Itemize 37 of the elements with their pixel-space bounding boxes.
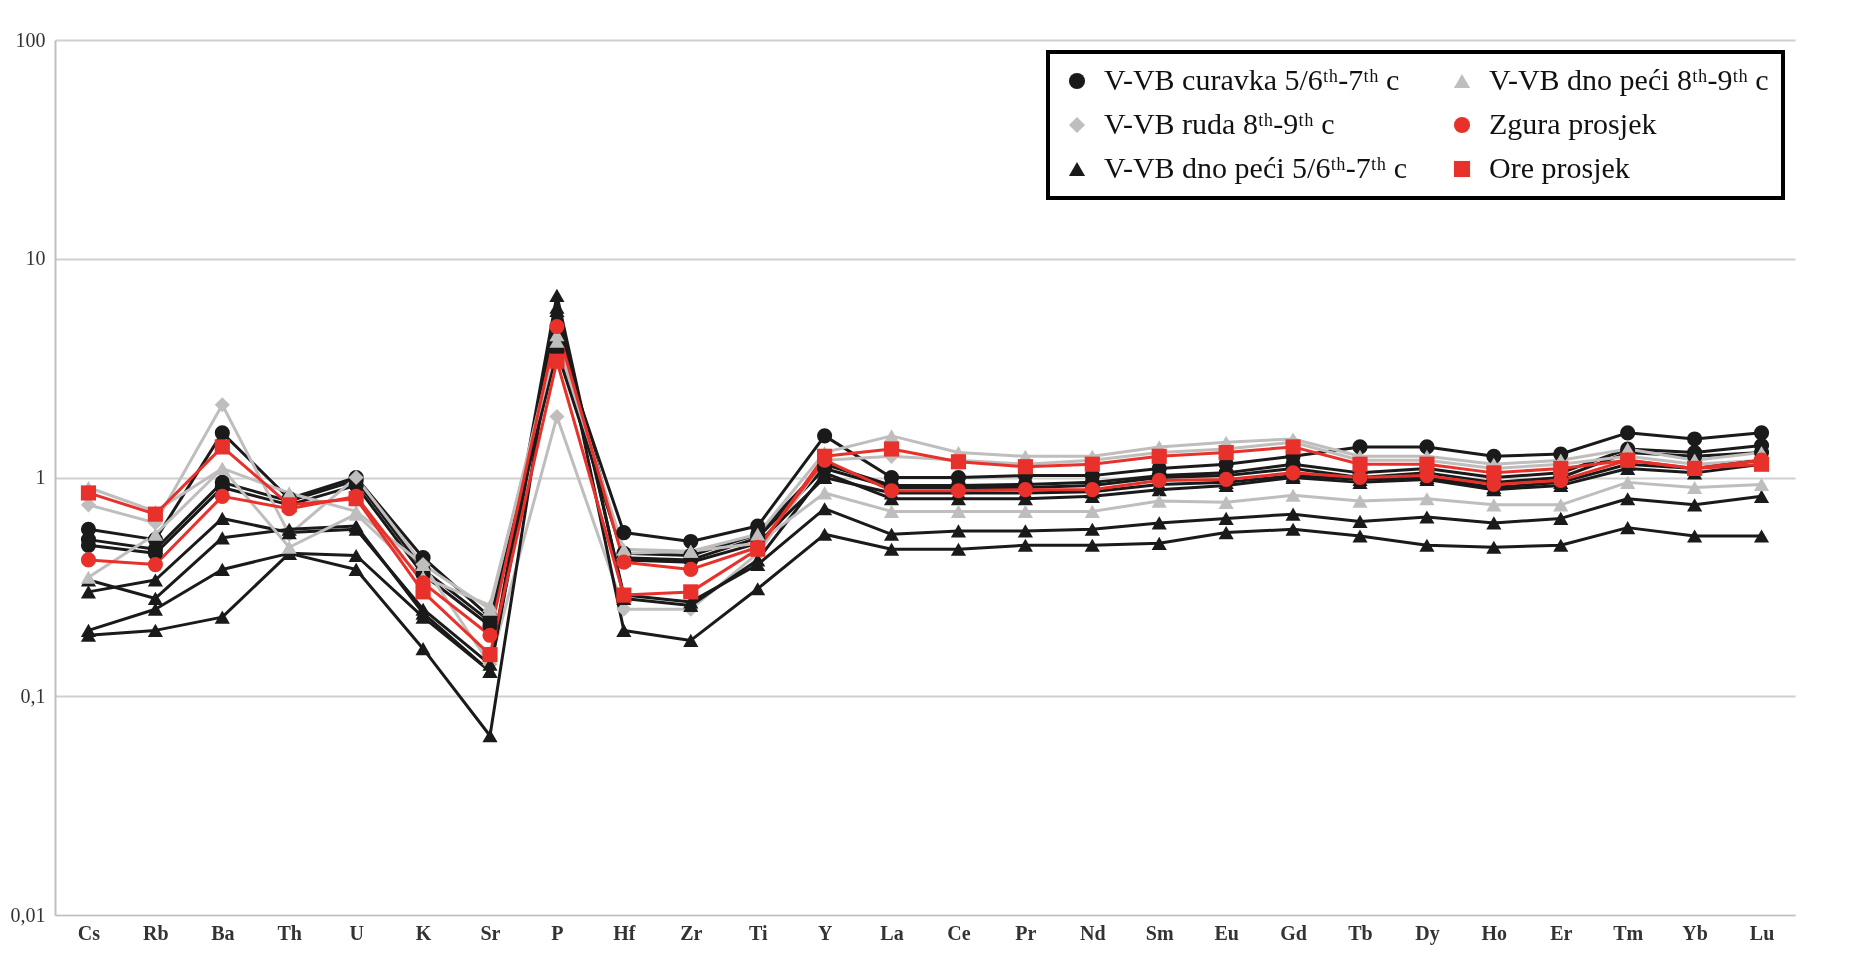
x-tick-label: Y [817,921,833,944]
x-tick-label: Nd [1080,921,1106,944]
x-tick-label: Ce [947,921,971,944]
x-tick-label: Dy [1415,921,1440,945]
legend-label: Zgura prosjek [1489,107,1657,140]
x-tick-label: Er [1550,921,1573,944]
x-tick-label: Sm [1145,921,1174,944]
x-tick-label: Eu [1214,921,1239,944]
y-tick-label: 10 [25,247,46,270]
x-tick-label: Yb [1682,921,1708,944]
x-tick-label: Th [277,921,302,944]
x-tick-label: Cs [77,921,101,944]
x-tick-label: La [880,921,904,944]
y-tick-label: 0,1 [20,684,46,707]
y-tick-label: 1 [35,466,46,488]
legend-label: V-VB dno peći 5/6ᵗʰ-7ᵗʰ c [1104,151,1407,184]
x-tick-label: Tb [1348,921,1373,944]
x-tick-label: Zr [680,921,703,944]
x-tick-label: Pr [1015,921,1037,944]
x-tick-label: Ho [1481,921,1508,944]
x-tick-label: Lu [1749,921,1775,944]
legend-label: Ore prosjek [1489,151,1630,184]
x-tick-label: Gd [1280,921,1307,944]
legend-label: V-VB dno peći 8ᵗʰ-9ᵗʰ c [1489,63,1769,96]
x-tick-label: Ba [211,921,235,944]
legend-label: V-VB ruda 8ᵗʰ-9ᵗʰ c [1104,107,1335,140]
x-tick-label: P [551,921,564,944]
x-tick-label: Ti [748,921,768,944]
x-tick-label: U [349,921,364,944]
legend-label: V-VB curavka 5/6ᵗʰ-7ᵗʰ c [1104,63,1400,96]
y-tick-label: 100 [15,28,46,51]
y-tick-label: 0,01 [10,903,46,926]
x-tick-label: Hf [613,921,636,944]
x-tick-label: Sr [480,921,501,944]
x-tick-label: Rb [143,921,169,944]
x-tick-label: K [415,921,432,944]
x-tick-label: Tm [1613,921,1644,944]
